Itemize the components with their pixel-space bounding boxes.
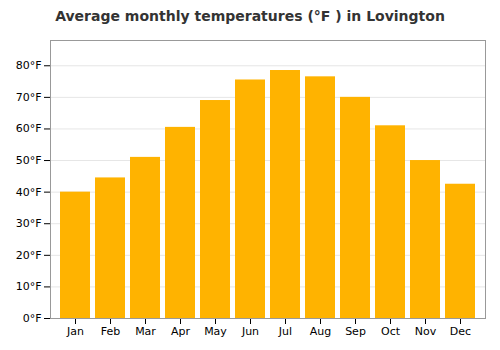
- svg-text:Jan: Jan: [66, 325, 84, 338]
- svg-text:Mar: Mar: [135, 325, 156, 338]
- svg-text:70°F: 70°F: [16, 91, 42, 104]
- svg-text:20°F: 20°F: [16, 249, 42, 262]
- svg-text:10°F: 10°F: [16, 280, 42, 293]
- svg-text:80°F: 80°F: [16, 59, 42, 72]
- svg-text:Feb: Feb: [101, 325, 120, 338]
- svg-text:0°F: 0°F: [23, 312, 42, 325]
- svg-text:Apr: Apr: [171, 325, 191, 338]
- svg-text:Aug: Aug: [310, 325, 331, 338]
- svg-text:40°F: 40°F: [16, 186, 42, 199]
- svg-text:60°F: 60°F: [16, 122, 42, 135]
- svg-text:Jul: Jul: [278, 325, 292, 338]
- svg-text:50°F: 50°F: [16, 154, 42, 167]
- svg-text:Jun: Jun: [241, 325, 259, 338]
- svg-text:Dec: Dec: [450, 325, 471, 338]
- html-text:Average monthly temperatures (: Average monthly temperatures (°F ) in Lo…: [55, 8, 445, 24]
- svg-text:30°F: 30°F: [16, 217, 42, 230]
- svg-text:Nov: Nov: [415, 325, 437, 338]
- svg-text:Sep: Sep: [345, 325, 366, 338]
- svg-text:Oct: Oct: [381, 325, 401, 338]
- svg-text:May: May: [204, 325, 227, 338]
